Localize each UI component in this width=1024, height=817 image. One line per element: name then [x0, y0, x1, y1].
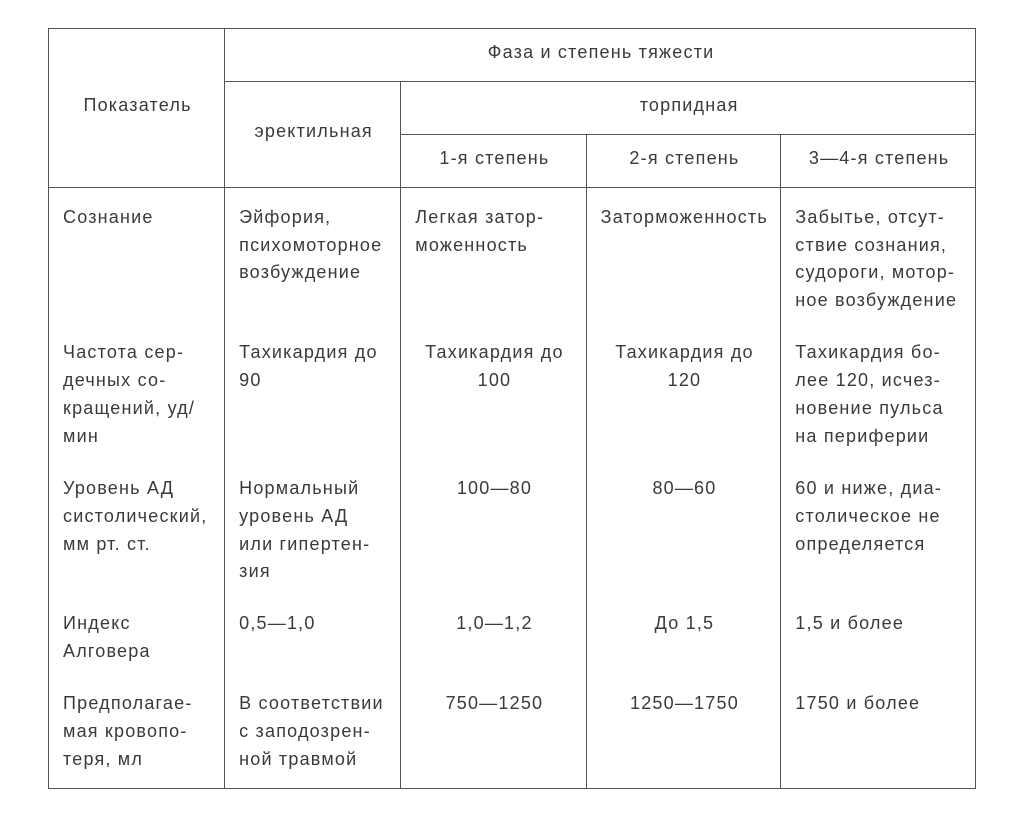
- header-indicator: Показатель: [49, 29, 225, 188]
- cell: Забытье, отсут­ствие сознания, судороги,…: [781, 187, 976, 329]
- table-row: Предполагае­мая кровопо­теря, мл В соотв…: [49, 680, 976, 788]
- cell: Эйфория, психомотор­ное возбуж­дение: [225, 187, 401, 329]
- cell: 60 и ниже, диа­столическое не определяет…: [781, 465, 976, 601]
- cell: До 1,5: [586, 600, 781, 680]
- row-label: Уровень АД систолический, мм рт. ст.: [49, 465, 225, 601]
- row-label: Сознание: [49, 187, 225, 329]
- cell: Тахикардия бо­лее 120, исчез­новение пул…: [781, 329, 976, 465]
- header-deg3: 3—4-я степень: [781, 134, 976, 187]
- row-label: Частота сер­дечных со­кращений, уд/мин: [49, 329, 225, 465]
- cell: 1,5 и более: [781, 600, 976, 680]
- cell: 1250—1750: [586, 680, 781, 788]
- page: Показатель Фаза и степень тяжести эректи…: [0, 0, 1024, 817]
- cell: 80—60: [586, 465, 781, 601]
- cell: 0,5—1,0: [225, 600, 401, 680]
- header-deg2: 2-я степень: [586, 134, 781, 187]
- header-row-1: Показатель Фаза и степень тяжести: [49, 29, 976, 82]
- row-label: Индекс Алговера: [49, 600, 225, 680]
- row-label: Предполагае­мая кровопо­теря, мл: [49, 680, 225, 788]
- header-deg1: 1-я степень: [401, 134, 586, 187]
- cell: Тахикардия до 90: [225, 329, 401, 465]
- table-row: Частота сер­дечных со­кращений, уд/мин Т…: [49, 329, 976, 465]
- cell: Нормальный уровень АД или гипертен­зия: [225, 465, 401, 601]
- cell: Тахикардия до 100: [401, 329, 586, 465]
- cell: Заторможен­ность: [586, 187, 781, 329]
- header-phase-title: Фаза и степень тяжести: [225, 29, 976, 82]
- cell: Тахикардия до 120: [586, 329, 781, 465]
- header-erectile: эректильная: [225, 81, 401, 187]
- cell: 100—80: [401, 465, 586, 601]
- cell: 1,0—1,2: [401, 600, 586, 680]
- severity-table: Показатель Фаза и степень тяжести эректи…: [48, 28, 976, 789]
- cell: 1750 и более: [781, 680, 976, 788]
- table-row: Индекс Алговера 0,5—1,0 1,0—1,2 До 1,5 1…: [49, 600, 976, 680]
- cell: Легкая затор­моженность: [401, 187, 586, 329]
- header-torpid: торпидная: [401, 81, 976, 134]
- table-row: Сознание Эйфория, психомотор­ное возбуж­…: [49, 187, 976, 329]
- table-row: Уровень АД систолический, мм рт. ст. Нор…: [49, 465, 976, 601]
- cell: 750—1250: [401, 680, 586, 788]
- cell: В соответствии с заподозрен­ной травмой: [225, 680, 401, 788]
